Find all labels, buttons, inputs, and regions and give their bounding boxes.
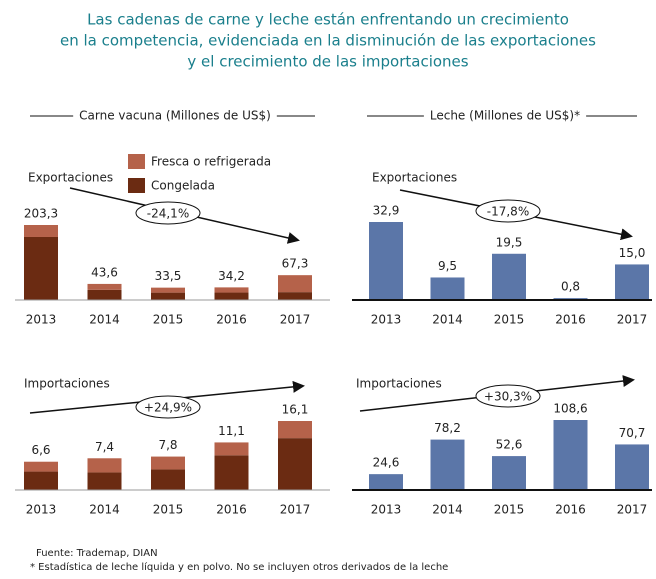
value-label: 52,6 <box>496 438 523 452</box>
value-label: 108,6 <box>553 402 587 416</box>
annotation-ellipse <box>475 384 541 408</box>
bar-segment <box>24 236 58 300</box>
value-label: 78,2 <box>434 421 461 435</box>
bar-segment <box>214 442 249 456</box>
legend-swatch <box>128 154 145 169</box>
subtitle: Importaciones <box>24 377 110 391</box>
bar-segment <box>151 456 185 470</box>
value-label: 9,5 <box>438 259 457 273</box>
annotation-ellipse <box>475 199 541 223</box>
legend-label: Fresca o refrigerada <box>151 155 271 169</box>
subtitle: Exportaciones <box>28 171 113 185</box>
subtitle: Importaciones <box>356 377 442 391</box>
bar-segment <box>214 292 249 300</box>
bar <box>553 420 588 490</box>
total-label: 11,1 <box>218 424 245 438</box>
bar-segment <box>214 455 249 490</box>
bar-segment <box>151 469 185 490</box>
bar-segment <box>278 275 312 293</box>
x-tick-label: 2016 <box>555 503 586 517</box>
legend-swatch <box>128 178 145 193</box>
bar-segment <box>24 225 58 237</box>
x-tick-label: 2015 <box>494 503 525 517</box>
bar-segment <box>24 461 58 472</box>
x-tick-label: 2013 <box>371 503 402 517</box>
annotation-ellipse <box>135 395 201 419</box>
x-tick-label: 2017 <box>617 503 648 517</box>
total-label: 43,6 <box>91 265 118 279</box>
total-label: 16,1 <box>282 403 309 417</box>
x-tick-label: 2015 <box>494 313 525 327</box>
bar <box>369 474 403 490</box>
title-line: Las cadenas de carne y leche están enfre… <box>87 11 569 29</box>
bar-segment <box>87 458 122 473</box>
x-tick-label: 2015 <box>153 503 184 517</box>
annotation: -24,1% <box>147 207 189 221</box>
chart-title: Leche (Millones de US$)* <box>430 109 580 123</box>
x-tick-label: 2017 <box>280 503 311 517</box>
x-tick-label: 2014 <box>432 503 463 517</box>
bar <box>430 439 465 490</box>
bar <box>615 264 649 300</box>
x-tick-label: 2014 <box>89 503 120 517</box>
total-label: 7,4 <box>95 440 114 454</box>
total-label: 6,6 <box>31 443 50 457</box>
bar <box>492 253 526 300</box>
bar-segment <box>278 292 312 300</box>
value-label: 24,6 <box>373 456 400 470</box>
x-tick-label: 2016 <box>216 503 247 517</box>
x-tick-label: 2016 <box>216 313 247 327</box>
title-line: en la competencia, evidenciada en la dis… <box>60 32 596 50</box>
total-label: 67,3 <box>282 257 309 271</box>
bar-segment <box>87 289 122 300</box>
bar <box>492 456 526 490</box>
annotation: +30,3% <box>484 390 532 404</box>
annotation: -17,8% <box>487 205 529 219</box>
bar-segment <box>24 471 58 490</box>
value-label: 70,7 <box>619 426 646 440</box>
bar-segment <box>278 421 312 439</box>
x-tick-label: 2013 <box>26 313 57 327</box>
note: * Estadística de leche líquida y en polv… <box>30 561 448 573</box>
bar-segment <box>87 472 122 490</box>
value-label: 19,5 <box>496 235 523 249</box>
total-label: 33,5 <box>155 269 182 283</box>
value-label: 0,8 <box>561 280 580 294</box>
bar <box>369 222 403 300</box>
x-tick-label: 2016 <box>555 313 586 327</box>
total-label: 7,8 <box>158 438 177 452</box>
bar-segment <box>87 283 122 290</box>
value-label: 32,9 <box>373 204 400 218</box>
chart-title: Carne vacuna (Millones de US$) <box>79 109 271 123</box>
total-label: 203,3 <box>24 207 58 221</box>
bar <box>430 277 465 300</box>
bar-segment <box>151 287 185 293</box>
annotation-ellipse <box>135 201 201 225</box>
bar-segment <box>214 287 249 293</box>
x-tick-label: 2013 <box>26 503 57 517</box>
bar <box>615 444 649 490</box>
legend-label: Congelada <box>151 179 215 193</box>
x-tick-label: 2017 <box>617 313 648 327</box>
x-tick-label: 2015 <box>153 313 184 327</box>
value-label: 15,0 <box>619 246 646 260</box>
x-tick-label: 2017 <box>280 313 311 327</box>
subtitle: Exportaciones <box>372 171 457 185</box>
x-tick-label: 2013 <box>371 313 402 327</box>
total-label: 34,2 <box>218 269 245 283</box>
source: Fuente: Trademap, DIAN <box>36 548 158 559</box>
title-line: y el crecimiento de las importaciones <box>187 53 468 71</box>
x-tick-label: 2014 <box>432 313 463 327</box>
bar-segment <box>278 438 312 490</box>
annotation: +24,9% <box>144 401 192 415</box>
bar-segment <box>151 292 185 300</box>
x-tick-label: 2014 <box>89 313 120 327</box>
